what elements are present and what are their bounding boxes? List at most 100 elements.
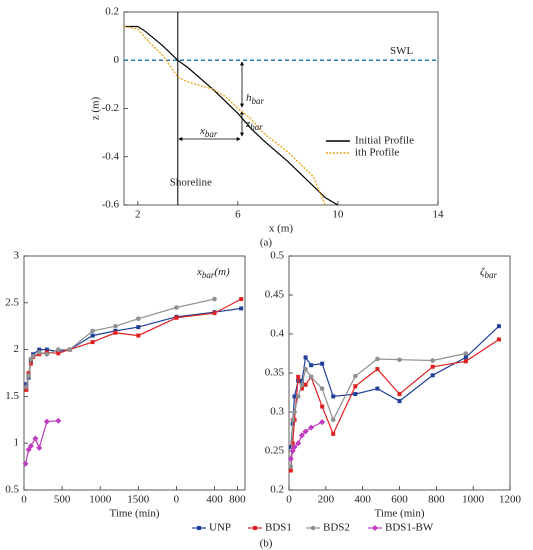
marker [30, 353, 36, 359]
marker [353, 384, 358, 389]
marker [136, 325, 141, 330]
marker [303, 382, 308, 387]
marker [353, 392, 358, 397]
x-tick-label: 400 [354, 494, 371, 506]
marker [372, 525, 378, 531]
marker [430, 358, 435, 363]
y-tick-label: 0.2 [105, 6, 119, 18]
annotation-base: z [245, 118, 251, 130]
marker [496, 324, 501, 329]
marker [44, 347, 49, 352]
marker [36, 444, 43, 451]
marker [375, 386, 380, 391]
marker [56, 351, 61, 356]
marker [299, 378, 304, 383]
marker [303, 355, 308, 360]
marker [55, 417, 62, 424]
marker [463, 359, 468, 364]
annotation: zbar [245, 118, 263, 133]
y-tick-label: 0.3 [270, 406, 284, 418]
x-tick-label: 1200 [499, 494, 522, 506]
marker [331, 431, 336, 436]
marker [319, 386, 325, 391]
y-tick-label: 2 [14, 343, 20, 355]
series-line [25, 298, 215, 388]
x-tick-label: 0 [174, 494, 180, 506]
marker [174, 315, 179, 320]
marker [330, 417, 336, 423]
y-tick-label: 0 [114, 54, 120, 66]
marker [136, 316, 141, 322]
marker [288, 464, 294, 469]
marker [44, 351, 50, 357]
marker [302, 428, 309, 435]
marker [290, 417, 295, 423]
y-tick-label: 1.5 [5, 390, 19, 402]
marker [43, 418, 50, 425]
panel-label: (a) [260, 237, 273, 249]
annotation-tail: (m) [214, 266, 230, 278]
x-axis-label: Time (min) [374, 508, 424, 520]
marker [319, 419, 326, 426]
annotation-sub: bar [205, 129, 218, 139]
marker [22, 460, 29, 467]
x-tick-label: 800 [428, 494, 445, 506]
marker [212, 311, 217, 316]
marker [36, 350, 42, 355]
x-tick-label: 0 [21, 494, 27, 506]
marker [239, 306, 244, 311]
reference-label: SWL [390, 45, 414, 57]
annotation: xbar(m) [196, 266, 230, 281]
annotation-base: h [246, 92, 252, 104]
marker [291, 444, 298, 451]
marker [309, 363, 314, 368]
series-line [290, 421, 323, 459]
y-tick-label: 3 [14, 250, 20, 262]
y-tick-label: 0.25 [265, 445, 285, 457]
annotation-base: x [199, 125, 205, 137]
marker [24, 387, 29, 392]
x-tick-label: 2 [135, 209, 141, 221]
marker [67, 347, 73, 352]
y-tick-label: -0.6 [102, 199, 120, 211]
x-tick-label: 14 [433, 209, 445, 221]
marker [308, 374, 314, 380]
marker [295, 440, 302, 447]
marker [303, 366, 308, 372]
marker [27, 443, 34, 450]
y-tick-label: 1 [14, 437, 20, 449]
annotation: ζbar [480, 266, 497, 281]
marker [496, 337, 501, 342]
plot-frame [23, 255, 246, 491]
marker [174, 305, 179, 310]
marker [320, 361, 325, 366]
y-tick-label: 0.5 [270, 250, 284, 262]
annotation-sub: bar [202, 270, 215, 280]
series-line [24, 420, 59, 464]
y-tick-label: 0.5 [5, 484, 19, 496]
marker [375, 356, 380, 362]
marker [239, 297, 244, 302]
marker [430, 373, 435, 378]
marker [353, 373, 358, 379]
x-tick-label: 0 [286, 494, 292, 506]
marker [113, 323, 118, 329]
series-line [290, 352, 466, 467]
marker [463, 351, 469, 356]
legend-label: Initial Profile [355, 135, 414, 147]
marker [290, 441, 295, 446]
marker [308, 424, 315, 431]
marker [320, 404, 325, 409]
marker [90, 340, 95, 345]
marker [90, 328, 95, 334]
y-tick-label: 0.2 [270, 484, 284, 496]
legend-label: BDS1 [265, 522, 292, 534]
annotation-sub: bar [484, 270, 497, 280]
x-tick-label: 800 [229, 494, 246, 506]
x-tick-label: 400 [206, 494, 223, 506]
annotation-sub: bar [250, 122, 263, 132]
x-tick-label: 6 [235, 209, 241, 221]
x-axis-label: x (m) [269, 223, 293, 235]
legend-label: UNP [209, 522, 231, 534]
marker [430, 364, 435, 369]
